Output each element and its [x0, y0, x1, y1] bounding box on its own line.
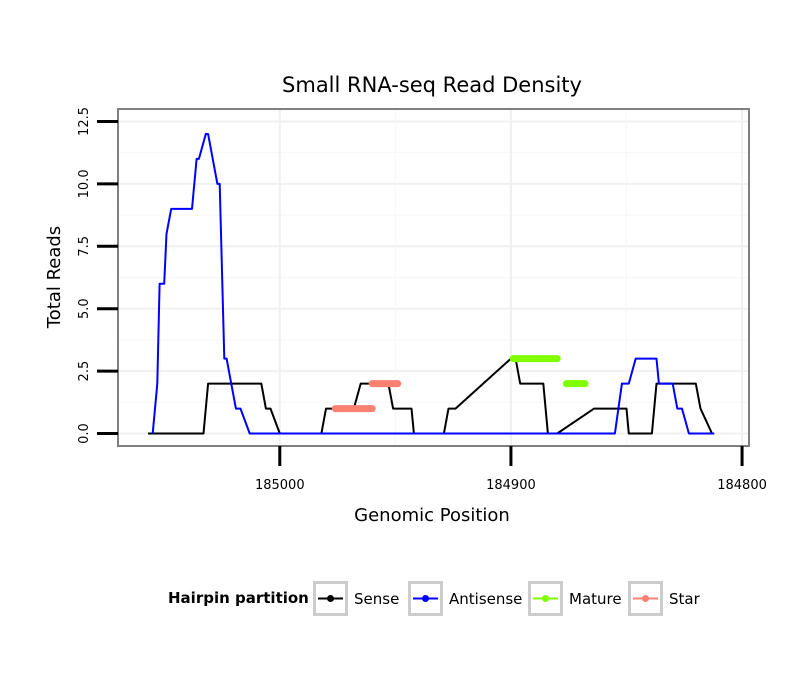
x-axis-title: Genomic Position — [354, 505, 510, 526]
legend-entry-mature: Mature — [528, 581, 622, 616]
y-tick-label: 2.5 — [77, 361, 92, 382]
legend-key-point — [542, 595, 549, 602]
x-axis: 185000 184900 184800 — [255, 446, 767, 493]
legend-title: Hairpin partition — [168, 589, 309, 607]
y-tick-label: 5.0 — [77, 298, 92, 319]
series-layer — [148, 133, 715, 435]
y-axis-title: Total Reads — [44, 226, 65, 329]
series-line-sense — [148, 357, 713, 435]
legend-label: Mature — [569, 590, 622, 608]
x-tick-label: 184900 — [486, 478, 536, 493]
series-sense — [148, 357, 713, 435]
series-antisense — [151, 133, 715, 435]
y-tick-label: 10.0 — [77, 169, 92, 198]
legend-entry-antisense: Antisense — [408, 581, 522, 616]
plot-area — [117, 108, 750, 447]
x-tick-label: 184800 — [717, 478, 767, 493]
legend: Hairpin partition Sense Antisense Mature St… — [168, 581, 701, 616]
legend-entry-sense: Sense — [313, 581, 399, 616]
y-tick-label: 7.5 — [77, 236, 92, 257]
chart-title: Small RNA-seq Read Density — [282, 73, 582, 97]
y-tick-label: 12.5 — [77, 107, 92, 136]
legend-label: Sense — [354, 590, 399, 608]
legend-entry-star: Star — [628, 581, 701, 616]
legend-key-point — [642, 595, 649, 602]
series-star — [331, 380, 402, 413]
legend-key-point — [327, 595, 334, 602]
y-axis: 0.0 2.5 5.0 7.5 10.0 12.5 — [77, 107, 118, 444]
plot-border — [117, 108, 750, 447]
legend-label: Antisense — [449, 590, 522, 608]
legend-label: Star — [669, 590, 701, 608]
series-line-antisense — [151, 133, 715, 435]
legend-entries: Sense Antisense Mature Star — [313, 581, 701, 616]
series-mature — [509, 355, 589, 388]
y-tick-label: 0.0 — [77, 423, 92, 444]
x-tick-label: 185000 — [255, 478, 305, 493]
legend-key-point — [422, 595, 429, 602]
